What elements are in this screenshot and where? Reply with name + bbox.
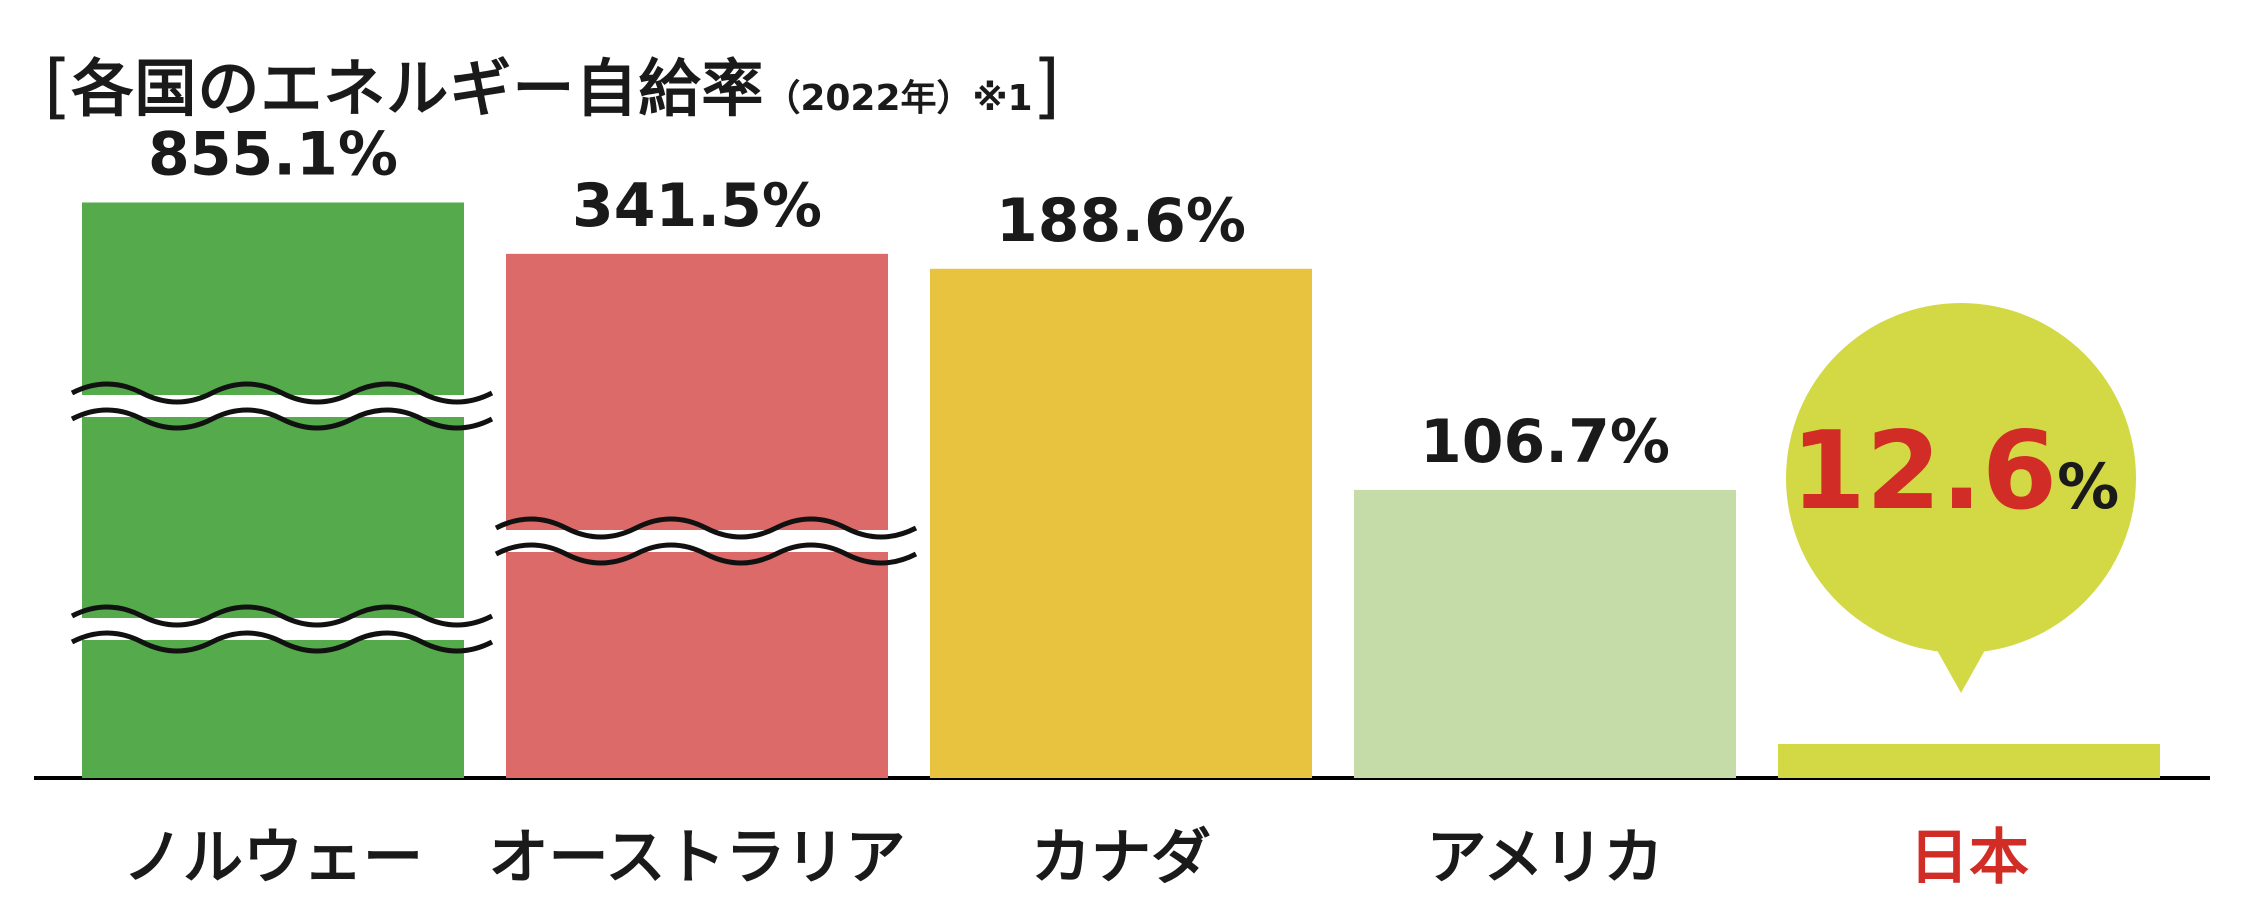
bar-1	[82, 202, 464, 779]
bar-1-break-line-bottom-1	[70, 407, 494, 431]
value-label-5: 12.6%	[1791, 409, 2120, 534]
category-label-5: 日本	[1909, 823, 2029, 893]
category-label-3: カナダ	[1031, 823, 1211, 893]
bar-2-break-line-bottom-1	[494, 542, 918, 566]
category-label-2: オーストラリア	[489, 823, 906, 893]
value-label-2: 341.5%	[572, 171, 822, 241]
title-bracket-open: [	[44, 45, 72, 127]
highlight-unit: %	[2057, 450, 2119, 523]
highlight-value: 12.6	[1791, 409, 2057, 534]
callout-bubble	[1786, 303, 2136, 653]
bar-2	[506, 253, 888, 779]
bar-3	[930, 268, 1312, 778]
title-text: 各国のエネルギー自給率	[71, 52, 765, 125]
value-label-4: 106.7%	[1420, 407, 1670, 477]
value-label-1: 855.1%	[148, 119, 398, 189]
bar-5	[1778, 743, 2160, 778]
category-label-1: ノルウェー	[123, 823, 423, 893]
category-label-4: アメリカ	[1427, 823, 1664, 893]
bar-4	[1354, 489, 1736, 778]
value-label-3: 188.6%	[996, 186, 1246, 256]
bar-1-break-line-bottom-2	[70, 630, 494, 654]
callout-pointer	[1933, 643, 1989, 693]
bar-1-break-line-top-2	[70, 604, 494, 628]
bar-2-break-line-top-1	[494, 516, 918, 540]
chart-title: [各国のエネルギー自給率（2022年）※1]	[44, 38, 1060, 128]
bar-1-break-line-top-1	[70, 381, 494, 405]
title-bracket-close: ]	[1032, 45, 1060, 127]
title-subtitle: （2022年）※1	[764, 78, 1033, 119]
